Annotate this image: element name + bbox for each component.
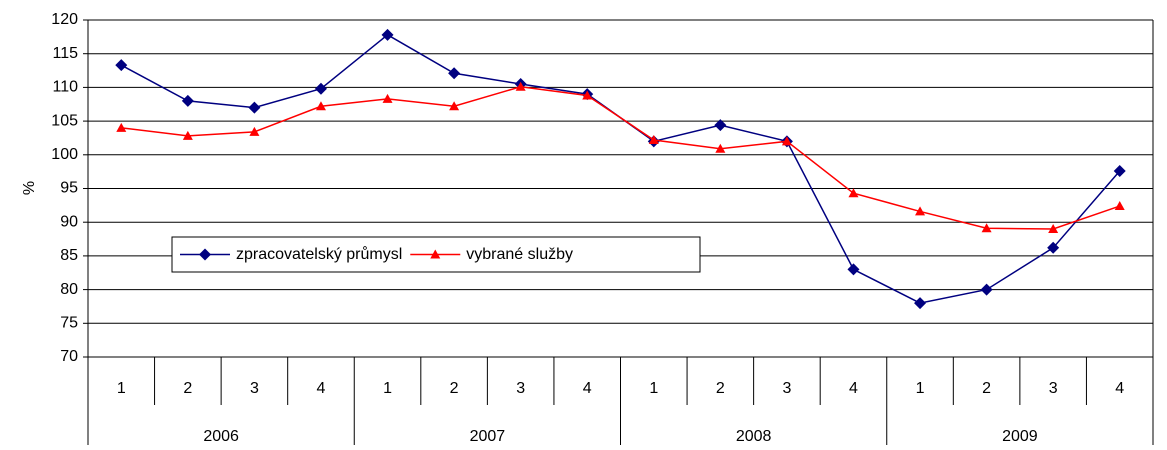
x-tick-label: 1 xyxy=(383,380,392,397)
x-tick-label: 3 xyxy=(516,380,525,397)
point xyxy=(448,67,461,80)
point xyxy=(249,126,260,136)
point xyxy=(714,119,727,132)
point xyxy=(847,263,860,276)
y-tick-label: 120 xyxy=(51,11,78,28)
point xyxy=(915,206,926,216)
point xyxy=(314,82,327,95)
x-tick-label: 2 xyxy=(716,380,725,397)
y-tick-label: 80 xyxy=(60,281,78,298)
point xyxy=(914,297,927,310)
y-tick-label: 70 xyxy=(60,348,78,365)
y-tick-label: 75 xyxy=(60,315,78,332)
point xyxy=(781,136,792,146)
legend-label: vybrané služby xyxy=(466,246,573,263)
x-group-label: 2006 xyxy=(203,428,239,445)
y-tick-label: 100 xyxy=(51,146,78,163)
y-tick-label: 110 xyxy=(52,79,78,96)
point xyxy=(248,101,261,114)
x-tick-label: 4 xyxy=(317,380,326,397)
x-tick-label: 1 xyxy=(649,380,658,397)
y-tick-label: 85 xyxy=(60,247,78,264)
point xyxy=(1113,164,1126,177)
legend-marker xyxy=(430,249,441,259)
x-tick-label: 4 xyxy=(583,380,592,397)
x-tick-label: 2 xyxy=(183,380,192,397)
point xyxy=(115,59,128,72)
legend-label: zpracovatelský průmysl xyxy=(236,245,402,263)
point xyxy=(315,101,326,111)
x-group-label: 2007 xyxy=(470,428,506,445)
point xyxy=(582,90,593,100)
x-tick-label: 3 xyxy=(250,380,259,397)
point xyxy=(848,188,859,198)
point xyxy=(1047,241,1060,254)
x-tick-label: 1 xyxy=(117,380,126,397)
x-tick-label: 2 xyxy=(982,380,991,397)
point xyxy=(381,28,394,41)
point xyxy=(515,81,526,91)
point xyxy=(1048,223,1059,233)
legend-marker xyxy=(199,248,211,261)
y-axis-label: % xyxy=(21,181,38,195)
point xyxy=(980,283,993,296)
x-tick-label: 4 xyxy=(1115,380,1124,397)
point xyxy=(449,101,460,111)
point xyxy=(1114,201,1125,211)
point xyxy=(181,94,194,107)
x-tick-label: 2 xyxy=(450,380,459,397)
x-tick-label: 3 xyxy=(782,380,791,397)
x-group-label: 2009 xyxy=(1002,428,1038,445)
point xyxy=(981,223,992,233)
point xyxy=(116,122,127,132)
point xyxy=(382,93,393,103)
legend-box xyxy=(171,236,701,273)
x-tick-label: 1 xyxy=(916,380,925,397)
x-tick-label: 3 xyxy=(1049,380,1058,397)
y-tick-label: 115 xyxy=(52,45,78,62)
point xyxy=(715,143,726,153)
point xyxy=(182,130,193,140)
point xyxy=(648,134,659,144)
x-tick-label: 4 xyxy=(849,380,858,397)
x-group-label: 2008 xyxy=(736,428,772,445)
series-line xyxy=(121,85,1120,230)
y-tick-label: 105 xyxy=(51,112,78,129)
y-tick-label: 95 xyxy=(60,180,78,197)
y-tick-label: 90 xyxy=(60,213,78,230)
